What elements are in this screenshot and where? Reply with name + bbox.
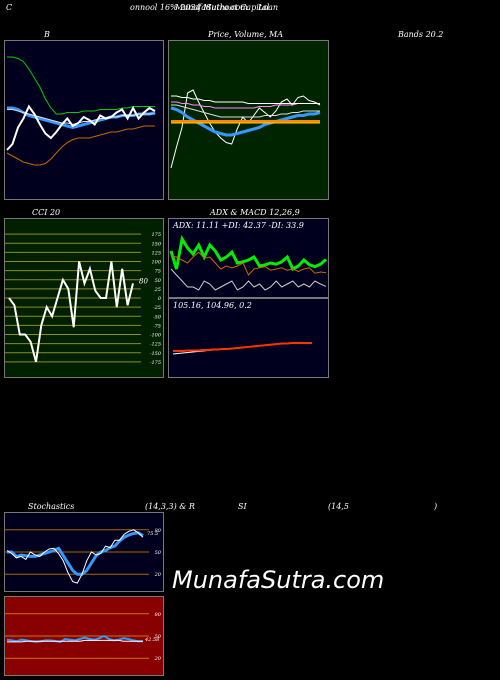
cci-tick-label: 25 (154, 287, 161, 293)
stoch-series-0 (7, 531, 144, 576)
cci-current-label: 80 (139, 277, 148, 285)
cci-svg: 175 150 125 100 75 50 25 0 -25 -50 -75 -100 -125 -150… (5, 232, 162, 366)
adx-series-2 (170, 268, 327, 291)
macd-panel: 105.16, 104.96, 0.2 (168, 298, 329, 378)
macd-svg (172, 342, 312, 355)
header-c: C (6, 3, 13, 12)
adx-series-0 (169, 234, 327, 272)
bollinger-series-4 (6, 104, 156, 151)
cci-tick-label: 150 (151, 241, 161, 247)
cci-tick-label: 125 (151, 250, 161, 256)
stoch-current-label: 75.5 (147, 531, 158, 537)
bollinger-series-1 (7, 106, 156, 130)
rsi-svg: 80 50 20 42.58 (5, 612, 162, 662)
stochastics-svg: 80 50 20 75.5 (5, 528, 162, 584)
rsi-panel: 80 50 20 42.58 (4, 596, 164, 676)
adx-panel: ADX: 11.11 +DI: 42.37 -DI: 33.9 (168, 218, 329, 298)
cci-tick-label: 0 (158, 296, 162, 302)
cci-tick-label: -175 (150, 360, 161, 366)
stoch-series-1 (6, 529, 144, 584)
bollinger-svg (6, 56, 156, 166)
rsi-series-1 (7, 639, 143, 643)
price-series-0 (170, 89, 321, 169)
cci-line (8, 261, 134, 363)
rsi-params-close: ) (434, 502, 438, 511)
macd-series-1 (173, 342, 312, 352)
cci-panel: 175 150 125 100 75 50 25 0 -25 -50 -75 -100 -125 -150… (4, 218, 164, 378)
bollinger-panel (4, 40, 164, 200)
stoch-tick-label: 80 (155, 528, 162, 534)
adx-macd-title: ADX & MACD 12,26,9 (210, 208, 300, 217)
rsi-tick-label: 50 (155, 634, 162, 640)
cci-tick-label: 75 (155, 269, 161, 275)
stoch-tick-label: 50 (155, 550, 162, 556)
stoch-tick-label: 20 (154, 572, 162, 578)
cci-tick-label: -75 (153, 323, 161, 329)
stochastics-title: Stochastics (28, 502, 75, 511)
price-series-3 (171, 101, 320, 109)
bollinger-series-3 (6, 125, 155, 166)
price-series-2 (171, 104, 320, 118)
bands-label: Bands 20.2 (398, 30, 444, 39)
header-title-b: MunafaSutra.com (175, 3, 248, 12)
watermark: MunafaSutra.com (172, 566, 385, 594)
price-series-4 (171, 95, 320, 104)
rsi-title: SI (238, 502, 247, 511)
cci-tick-label: -100 (150, 333, 162, 339)
header-title-a: onnool 16% 2034 Muthoot Capital (130, 3, 270, 12)
adx-values-label: ADX: 11.11 +DI: 42.37 -DI: 33.9 (173, 221, 304, 230)
rsi-params: (14,5 (328, 502, 349, 511)
bollinger-series-0 (7, 56, 155, 115)
rsi-tick-label: 20 (154, 656, 162, 662)
bollinger-title: B (44, 30, 50, 39)
cci-tick-label: 50 (155, 278, 162, 284)
bollinger-series-2 (7, 109, 155, 126)
cci-tick-label: -125 (150, 342, 161, 348)
adx-svg (169, 234, 327, 291)
price-ma-title: Price, Volume, MA (208, 30, 284, 39)
stochastics-params: (14,3,3) & R (145, 502, 195, 511)
rsi-tick-label: 80 (155, 612, 162, 618)
rsi-current-label: 42.58 (144, 637, 159, 643)
cci-tick-label: -150 (150, 351, 162, 357)
stochastics-panel: 80 50 20 75.5 (4, 512, 164, 592)
price-ma-panel (168, 40, 329, 200)
macd-values-label: 105.16, 104.96, 0.2 (173, 301, 252, 310)
cci-tick-label: 100 (151, 260, 161, 266)
header-title-c: Loan (258, 3, 279, 12)
price-ma-svg (170, 89, 321, 169)
adx-series-1 (170, 251, 327, 276)
cci-tick-label: 175 (151, 232, 161, 238)
cci-title: CCI 20 (32, 208, 61, 217)
cci-tick-label: -50 (153, 314, 162, 320)
cci-tick-label: -25 (153, 305, 161, 311)
